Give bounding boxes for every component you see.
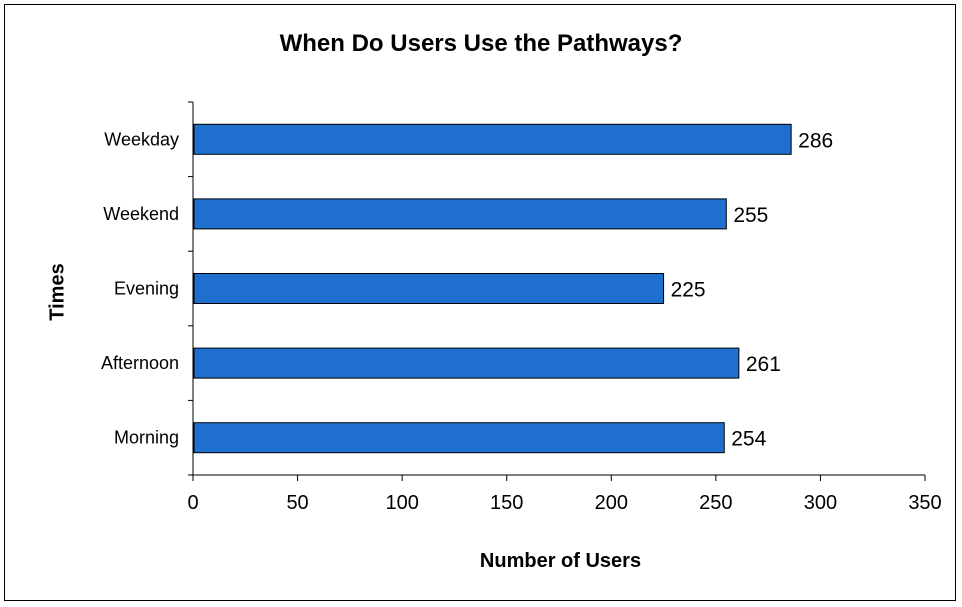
bar-evening [193, 273, 665, 304]
x-tick-label: 300 [804, 492, 837, 514]
bar-morning [193, 422, 725, 454]
y-tick-label: Weekend [103, 204, 179, 224]
x-tick-label: 250 [699, 492, 732, 514]
y-tick-label: Evening [114, 279, 179, 299]
data-label: 255 [733, 204, 768, 227]
data-label: 261 [746, 353, 781, 376]
chart-title: When Do Users Use the Pathways? [279, 30, 683, 57]
bar-weekend [193, 198, 727, 230]
x-axis-title: Number of Users [479, 550, 642, 572]
y-tick-label: Afternoon [101, 353, 179, 373]
bar-weekday [193, 123, 792, 155]
bar-afternoon [193, 347, 740, 379]
y-tick-label: Weekday [104, 129, 179, 149]
x-tick-label: 200 [595, 492, 628, 514]
y-tick-label: Morning [114, 428, 179, 448]
x-tick-label: 350 [908, 492, 941, 514]
x-tick-label: 50 [286, 492, 308, 514]
x-tick-label: 100 [385, 492, 418, 514]
data-label: 225 [671, 279, 706, 302]
data-label: 254 [731, 428, 766, 451]
x-tick-label: 0 [187, 492, 198, 514]
x-tick-label: 150 [490, 492, 523, 514]
data-label: 286 [798, 129, 833, 152]
